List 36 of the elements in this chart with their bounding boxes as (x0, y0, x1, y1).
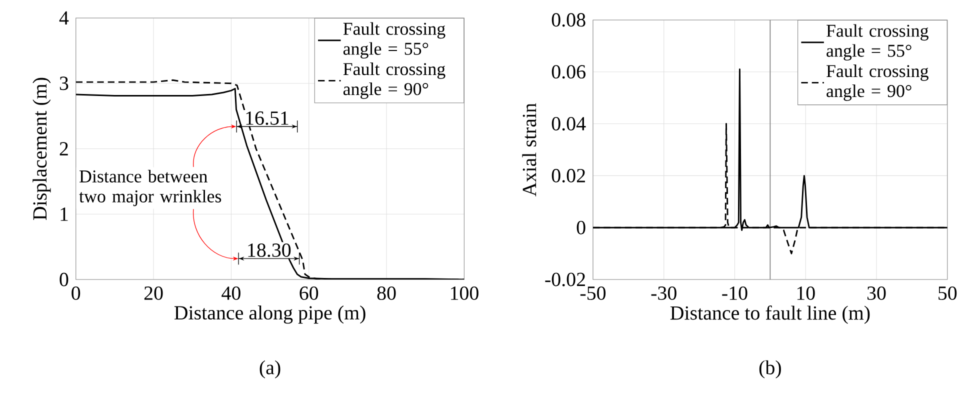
y-tick-label: 0.02 (552, 168, 585, 182)
x-tick-label: 40 (222, 286, 240, 300)
y-tick-label: 0.04 (552, 116, 586, 130)
y-tick-label: -0.02 (545, 272, 585, 286)
x-axis-title: Distance along pipe (m) (174, 305, 366, 324)
y-tick-label: 0.06 (552, 64, 586, 79)
x-tick-label: -10 (722, 286, 748, 300)
annotation: Distance between two major wrinkles (79, 170, 222, 206)
x-tick-label: 80 (377, 286, 396, 300)
y-tick-label: 0 (576, 220, 586, 234)
text: (a) (260, 360, 280, 378)
legend-label: Fault crossing angle = 55° (343, 22, 446, 58)
x-tick-label: 10 (797, 286, 815, 300)
x-tick-label: 60 (300, 286, 318, 300)
x-tick-label: 50 (938, 286, 957, 300)
text: (b) (759, 360, 781, 378)
y-tick-label: 2 (60, 142, 68, 156)
legend-label: Fault crossing angle = 55° (826, 24, 928, 60)
x-tick-label: -30 (651, 286, 676, 300)
annotation: 18.30 (248, 243, 291, 257)
y-tick-label: 4 (59, 11, 69, 24)
x-tick-label: 30 (867, 286, 886, 300)
y-tick-label: 0.08 (552, 13, 586, 27)
annotation: 16.51 (246, 111, 288, 125)
x-tick-label: 0 (72, 286, 80, 300)
x-axis-title: Distance to fault line (m) (670, 305, 870, 324)
x-tick-label: -50 (580, 286, 606, 300)
x-tick-label: 100 (450, 286, 478, 300)
y-tick-label: 3 (60, 76, 68, 90)
y-axis-title: Axial strain (522, 103, 536, 196)
y-tick-label: 1 (60, 207, 68, 221)
y-axis-title: Displacement (m) (32, 78, 51, 220)
y-tick-label: 0 (60, 272, 68, 286)
legend-label: Fault crossing angle = 90° (343, 62, 446, 99)
legend-label: Fault crossing angle = 90° (826, 64, 928, 101)
x-tick-label: 20 (144, 286, 163, 300)
